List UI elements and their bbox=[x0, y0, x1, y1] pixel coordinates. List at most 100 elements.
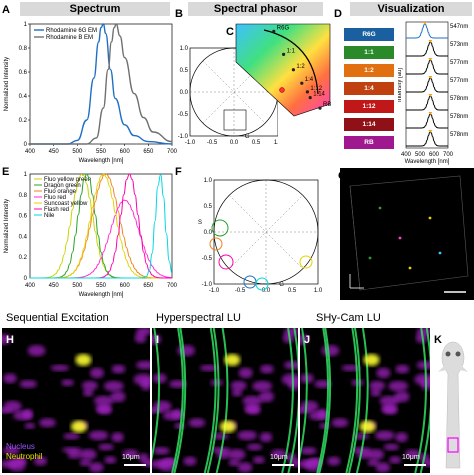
y-tick-label: 0.4 bbox=[19, 234, 28, 240]
volume-edge bbox=[349, 185, 361, 291]
nucleus bbox=[98, 443, 114, 451]
f-diag2 bbox=[229, 195, 303, 269]
axis-x-label: x bbox=[366, 286, 369, 292]
nucleus bbox=[375, 430, 395, 441]
image-j-canvas bbox=[300, 328, 430, 473]
f-y-tick: 0.5 bbox=[204, 204, 213, 210]
nucleus bbox=[27, 344, 46, 357]
cluster-1 bbox=[209, 237, 223, 251]
panel-letter-j: J bbox=[304, 334, 311, 346]
legend-neutrophil: Neutrophil bbox=[6, 452, 43, 461]
y-tick-label: 0.8 bbox=[19, 46, 28, 52]
peak-marker-0 bbox=[422, 22, 427, 25]
b-frame bbox=[189, 47, 278, 137]
panel-letter-a: A bbox=[2, 4, 10, 16]
x-tick-label: 400 bbox=[25, 283, 36, 289]
nucleus bbox=[252, 380, 273, 392]
series-line-3 bbox=[406, 77, 448, 93]
point-1 bbox=[282, 52, 286, 56]
peak-label-6: 578nm bbox=[450, 132, 468, 138]
nucleus bbox=[389, 456, 402, 464]
panel-letter-e: E bbox=[2, 166, 10, 178]
nucleus bbox=[284, 360, 298, 370]
visualization-legend: R6G 1:1 1:2 1:4 1:12 1:14 RB bbox=[344, 28, 398, 156]
nucleus bbox=[140, 378, 150, 391]
image-j: J 10μm bbox=[300, 328, 430, 473]
panel-letter-f: F bbox=[175, 166, 182, 178]
nucleus bbox=[238, 367, 253, 379]
cluster-0 bbox=[211, 219, 229, 237]
y-tick-label: 1 bbox=[24, 172, 28, 178]
legend-label: Fluo orange bbox=[44, 189, 77, 195]
nucleus bbox=[110, 390, 126, 403]
nucleus bbox=[138, 453, 149, 462]
peak-label-0: 547nm bbox=[450, 24, 468, 30]
nucleus bbox=[2, 333, 12, 345]
neutrophil-0 bbox=[224, 353, 241, 366]
nucleus bbox=[246, 443, 263, 451]
legend-label: Rhodamine 6G EM bbox=[46, 28, 97, 34]
nucleus bbox=[327, 456, 341, 466]
point-label-4: 1:12 bbox=[310, 86, 322, 92]
axis-z-label: z bbox=[344, 268, 347, 274]
nucleus bbox=[79, 459, 92, 467]
axis-y-label: y bbox=[354, 272, 357, 278]
x-tick-label: 650 bbox=[143, 283, 154, 289]
b-x-tick: 0.5 bbox=[252, 140, 261, 146]
nucleus bbox=[237, 462, 253, 473]
panel-letter-d: D bbox=[334, 8, 342, 20]
peak-label-3: 577nm bbox=[450, 78, 468, 84]
nucleus bbox=[231, 388, 243, 397]
f-y-tick: 0.0 bbox=[204, 230, 213, 236]
scalebar-j bbox=[404, 464, 426, 466]
volume-g: x y z 10μm bbox=[340, 168, 474, 300]
y-tick-label: 0.8 bbox=[19, 193, 28, 199]
b-x-tick: -1.0 bbox=[185, 140, 196, 146]
x-tick-label: 700 bbox=[443, 152, 454, 158]
nucleus bbox=[416, 360, 430, 370]
shy-cam-lu-title: SHy-Cam LU bbox=[316, 312, 381, 324]
cluster-4 bbox=[255, 277, 269, 291]
membrane bbox=[419, 328, 430, 473]
nucleus bbox=[341, 364, 361, 372]
b-diag1 bbox=[202, 60, 266, 124]
origin-marker bbox=[279, 87, 285, 93]
nucleus bbox=[162, 410, 183, 421]
visualization-label-1: 1:1 bbox=[344, 46, 394, 59]
nucleus bbox=[111, 364, 126, 374]
nucleus bbox=[331, 418, 349, 428]
spectral-phasor-header: Spectral phasor bbox=[188, 2, 323, 16]
volume-dot-0 bbox=[378, 206, 382, 210]
nucleus bbox=[300, 446, 317, 455]
nucleus bbox=[376, 367, 391, 379]
y-axis-label: Normalized Intensity bbox=[4, 57, 10, 111]
hyperspectral-lu-title: Hyperspectral LU bbox=[156, 312, 241, 324]
volume-dot-5 bbox=[408, 266, 412, 270]
nucleus bbox=[370, 388, 382, 397]
x-tick-label: 700 bbox=[167, 283, 178, 289]
peak-label-1: 573nm bbox=[450, 42, 468, 48]
panel-letter-c: C bbox=[226, 26, 234, 38]
membrane bbox=[348, 328, 361, 473]
f-x-tick: 1.0 bbox=[314, 288, 323, 294]
nucleus bbox=[13, 410, 33, 421]
nucleus bbox=[2, 407, 13, 414]
membrane bbox=[318, 328, 332, 473]
image-i: I 10μm bbox=[152, 328, 298, 473]
x-tick-label: 650 bbox=[143, 149, 154, 155]
image-h: H Nucleus Neutrophil 10μm bbox=[2, 328, 150, 473]
nucleus bbox=[19, 379, 37, 389]
f-y-tick: 1.0 bbox=[204, 178, 213, 184]
plot-frame bbox=[405, 21, 449, 149]
membrane bbox=[300, 328, 308, 460]
cluster-3 bbox=[243, 275, 257, 289]
membrane bbox=[206, 328, 220, 473]
series-line-4 bbox=[406, 95, 448, 111]
peak-marker-6 bbox=[428, 130, 433, 133]
nucleus bbox=[199, 364, 219, 372]
point-label-5: 1:14 bbox=[313, 92, 325, 98]
nucleus bbox=[122, 449, 139, 459]
f-x-label: G bbox=[279, 282, 284, 288]
visualization-label-4: 1:12 bbox=[344, 100, 394, 113]
volume-dot-2 bbox=[428, 216, 432, 220]
